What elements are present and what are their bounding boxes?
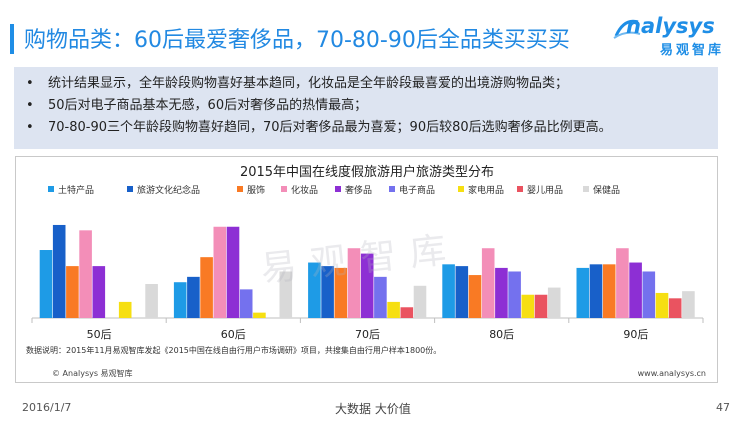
x-tick-label: 60后 xyxy=(221,328,246,341)
bar xyxy=(481,248,495,318)
bar xyxy=(495,267,508,318)
bar xyxy=(400,307,414,318)
x-tick-label: 50后 xyxy=(87,328,112,341)
legend-label: 旅游文化纪念品 xyxy=(137,184,200,196)
legend-swatch xyxy=(458,186,464,192)
bar xyxy=(521,294,535,318)
legend-swatch xyxy=(389,186,395,192)
analysys-logo: nalysys 易观智库 xyxy=(612,14,736,64)
summary-bullet: 50后对电子商品基本无感，60后对奢侈品的热情最高； xyxy=(26,95,718,117)
legend-swatch xyxy=(237,186,243,192)
logo-swoosh-icon xyxy=(613,19,641,39)
chart-source-right: www.analysys.cn xyxy=(638,369,706,378)
chart-note: 数据说明：2015年11月易观智库发起《2015中国在线自由行用户市场调研》项目… xyxy=(26,345,441,355)
bar xyxy=(308,262,321,318)
legend-swatch xyxy=(281,186,287,192)
bar xyxy=(200,257,213,318)
bar xyxy=(92,266,106,318)
bar xyxy=(616,248,629,318)
bar xyxy=(360,253,374,318)
bar xyxy=(589,264,603,318)
title-accent-bar xyxy=(10,24,14,54)
legend-swatch xyxy=(127,186,133,192)
bar xyxy=(629,262,642,318)
summary-bullet: 70-80-90三个年龄段购物喜好趋同，70后对奢侈品最为喜爱；90后较80后选… xyxy=(26,117,718,139)
bar xyxy=(468,275,482,318)
summary-box: 统计结果显示，全年龄段购物喜好基本趋同，化妆品是全年龄段最喜爱的出境游购物品类；… xyxy=(14,67,718,149)
chart-title: 2015年中国在线度假旅游用户旅游类型分布 xyxy=(240,164,494,180)
x-tick-label: 80后 xyxy=(489,328,514,341)
bar xyxy=(455,266,469,318)
summary-list: 统计结果显示，全年龄段购物喜好基本趋同，化妆品是全年龄段最喜爱的出境游购物品类；… xyxy=(14,67,718,139)
bar xyxy=(239,289,253,318)
footer-slogan: 大数据 大价值 xyxy=(335,402,411,416)
bar xyxy=(668,298,682,318)
bar xyxy=(347,248,361,318)
legend-swatch xyxy=(583,186,589,192)
bar xyxy=(602,264,616,318)
logo-main-text: nalysys xyxy=(626,14,715,38)
legend-label: 电子商品 xyxy=(399,184,435,196)
legend-label: 奢侈品 xyxy=(345,184,372,196)
x-tick-label: 90后 xyxy=(623,328,648,341)
bar xyxy=(226,226,240,318)
legend-swatch xyxy=(517,186,523,192)
logo-sub-text: 易观智库 xyxy=(660,43,725,58)
bar xyxy=(187,276,200,318)
bar xyxy=(508,271,521,318)
bar xyxy=(655,292,669,318)
legend-label: 服饰 xyxy=(247,184,265,196)
bar xyxy=(66,266,79,318)
bar xyxy=(387,301,400,318)
x-tick-label: 70后 xyxy=(355,328,380,341)
bar xyxy=(145,284,158,318)
chart-source-left: © Analysys 易观智库 xyxy=(52,368,133,378)
bar xyxy=(547,287,561,318)
bar xyxy=(321,266,334,318)
bar xyxy=(253,312,266,318)
legend-label: 化妆品 xyxy=(291,184,318,196)
bar xyxy=(334,267,348,318)
bar xyxy=(52,224,66,318)
bar xyxy=(374,276,387,318)
legend-label: 婴儿用品 xyxy=(527,185,563,196)
bar xyxy=(413,285,427,318)
legend-swatch xyxy=(48,186,54,192)
page-number: 47 xyxy=(716,401,730,414)
bar xyxy=(173,282,187,318)
bar xyxy=(279,271,293,318)
legend-label: 保健品 xyxy=(593,184,620,196)
bar xyxy=(118,301,132,318)
slide-title: 购物品类：60后最爱奢侈品，70-80-90后全品类买买买 xyxy=(24,28,570,53)
footer-date: 2016/1/7 xyxy=(22,401,72,414)
bar xyxy=(442,264,455,318)
legend-swatch xyxy=(335,186,341,192)
legend-label: 土特产品 xyxy=(58,184,94,196)
bar xyxy=(682,291,695,318)
chart-panel: 2015年中国在线度假旅游用户旅游类型分布土特产品 旅游文化纪念品 服饰 化妆品 奢侈品… xyxy=(15,156,718,383)
legend-label: 家电用品 xyxy=(468,184,504,196)
bar xyxy=(576,267,590,318)
bar xyxy=(39,250,53,318)
bar xyxy=(213,226,227,318)
bar xyxy=(534,294,548,318)
bar xyxy=(642,271,656,318)
bar xyxy=(79,230,92,318)
summary-bullet: 统计结果显示，全年龄段购物喜好基本趋同，化妆品是全年龄段最喜爱的出境游购物品类； xyxy=(26,73,718,95)
